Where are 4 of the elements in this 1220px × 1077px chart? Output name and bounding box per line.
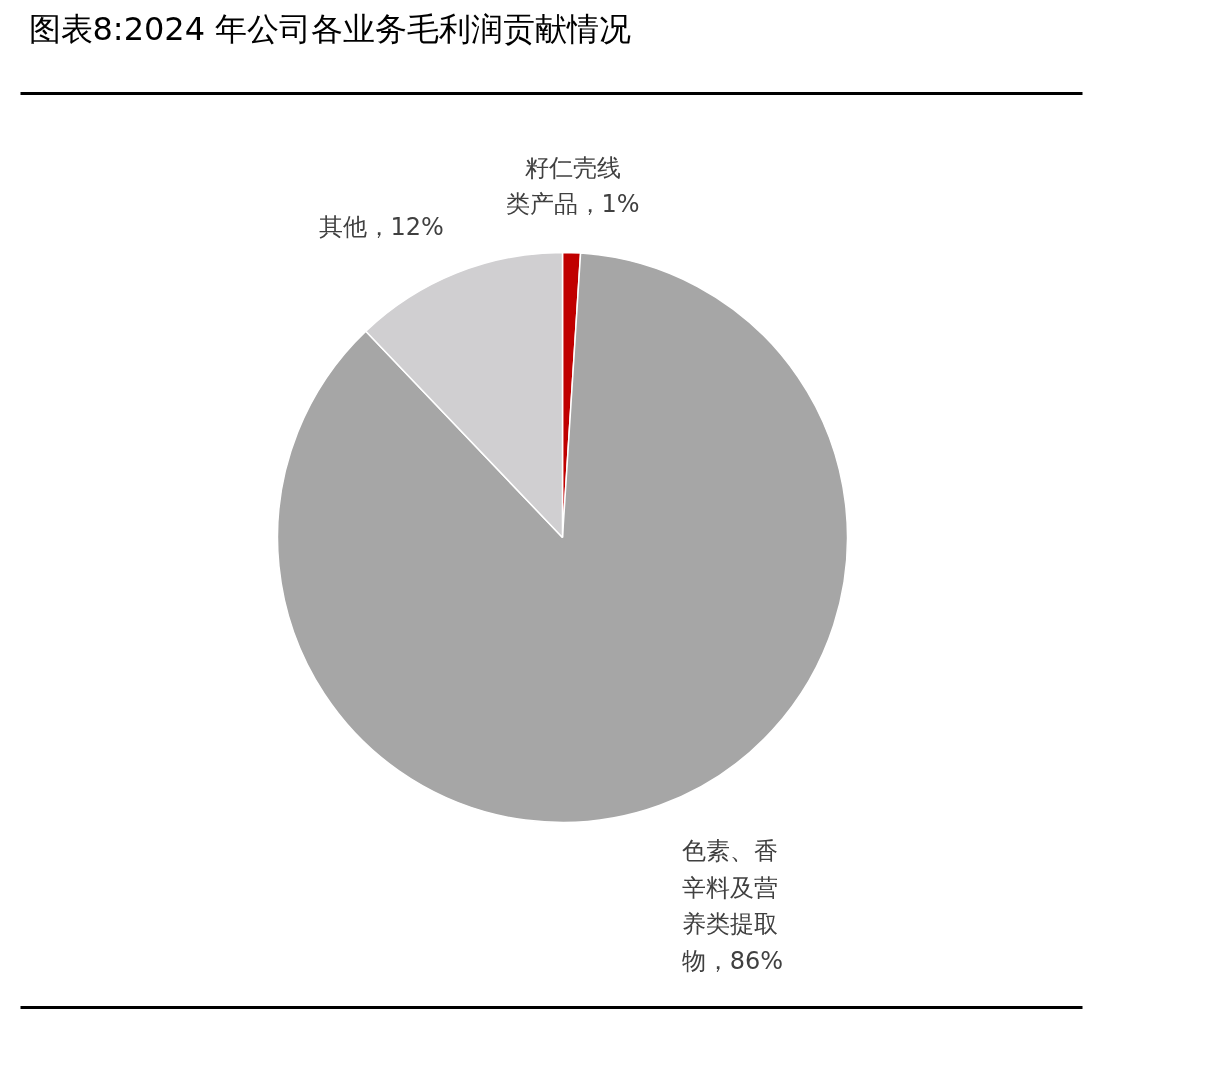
slice-label: 籽仁壳线类产品，1% bbox=[505, 154, 640, 219]
chart-title: 图表8:2024 年公司各业务毛利润贡献情况 bbox=[28, 9, 632, 48]
slice-label: 其他，12% bbox=[318, 213, 444, 242]
slice-label: 色素、香辛料及营养类提取物，86% bbox=[681, 837, 784, 975]
